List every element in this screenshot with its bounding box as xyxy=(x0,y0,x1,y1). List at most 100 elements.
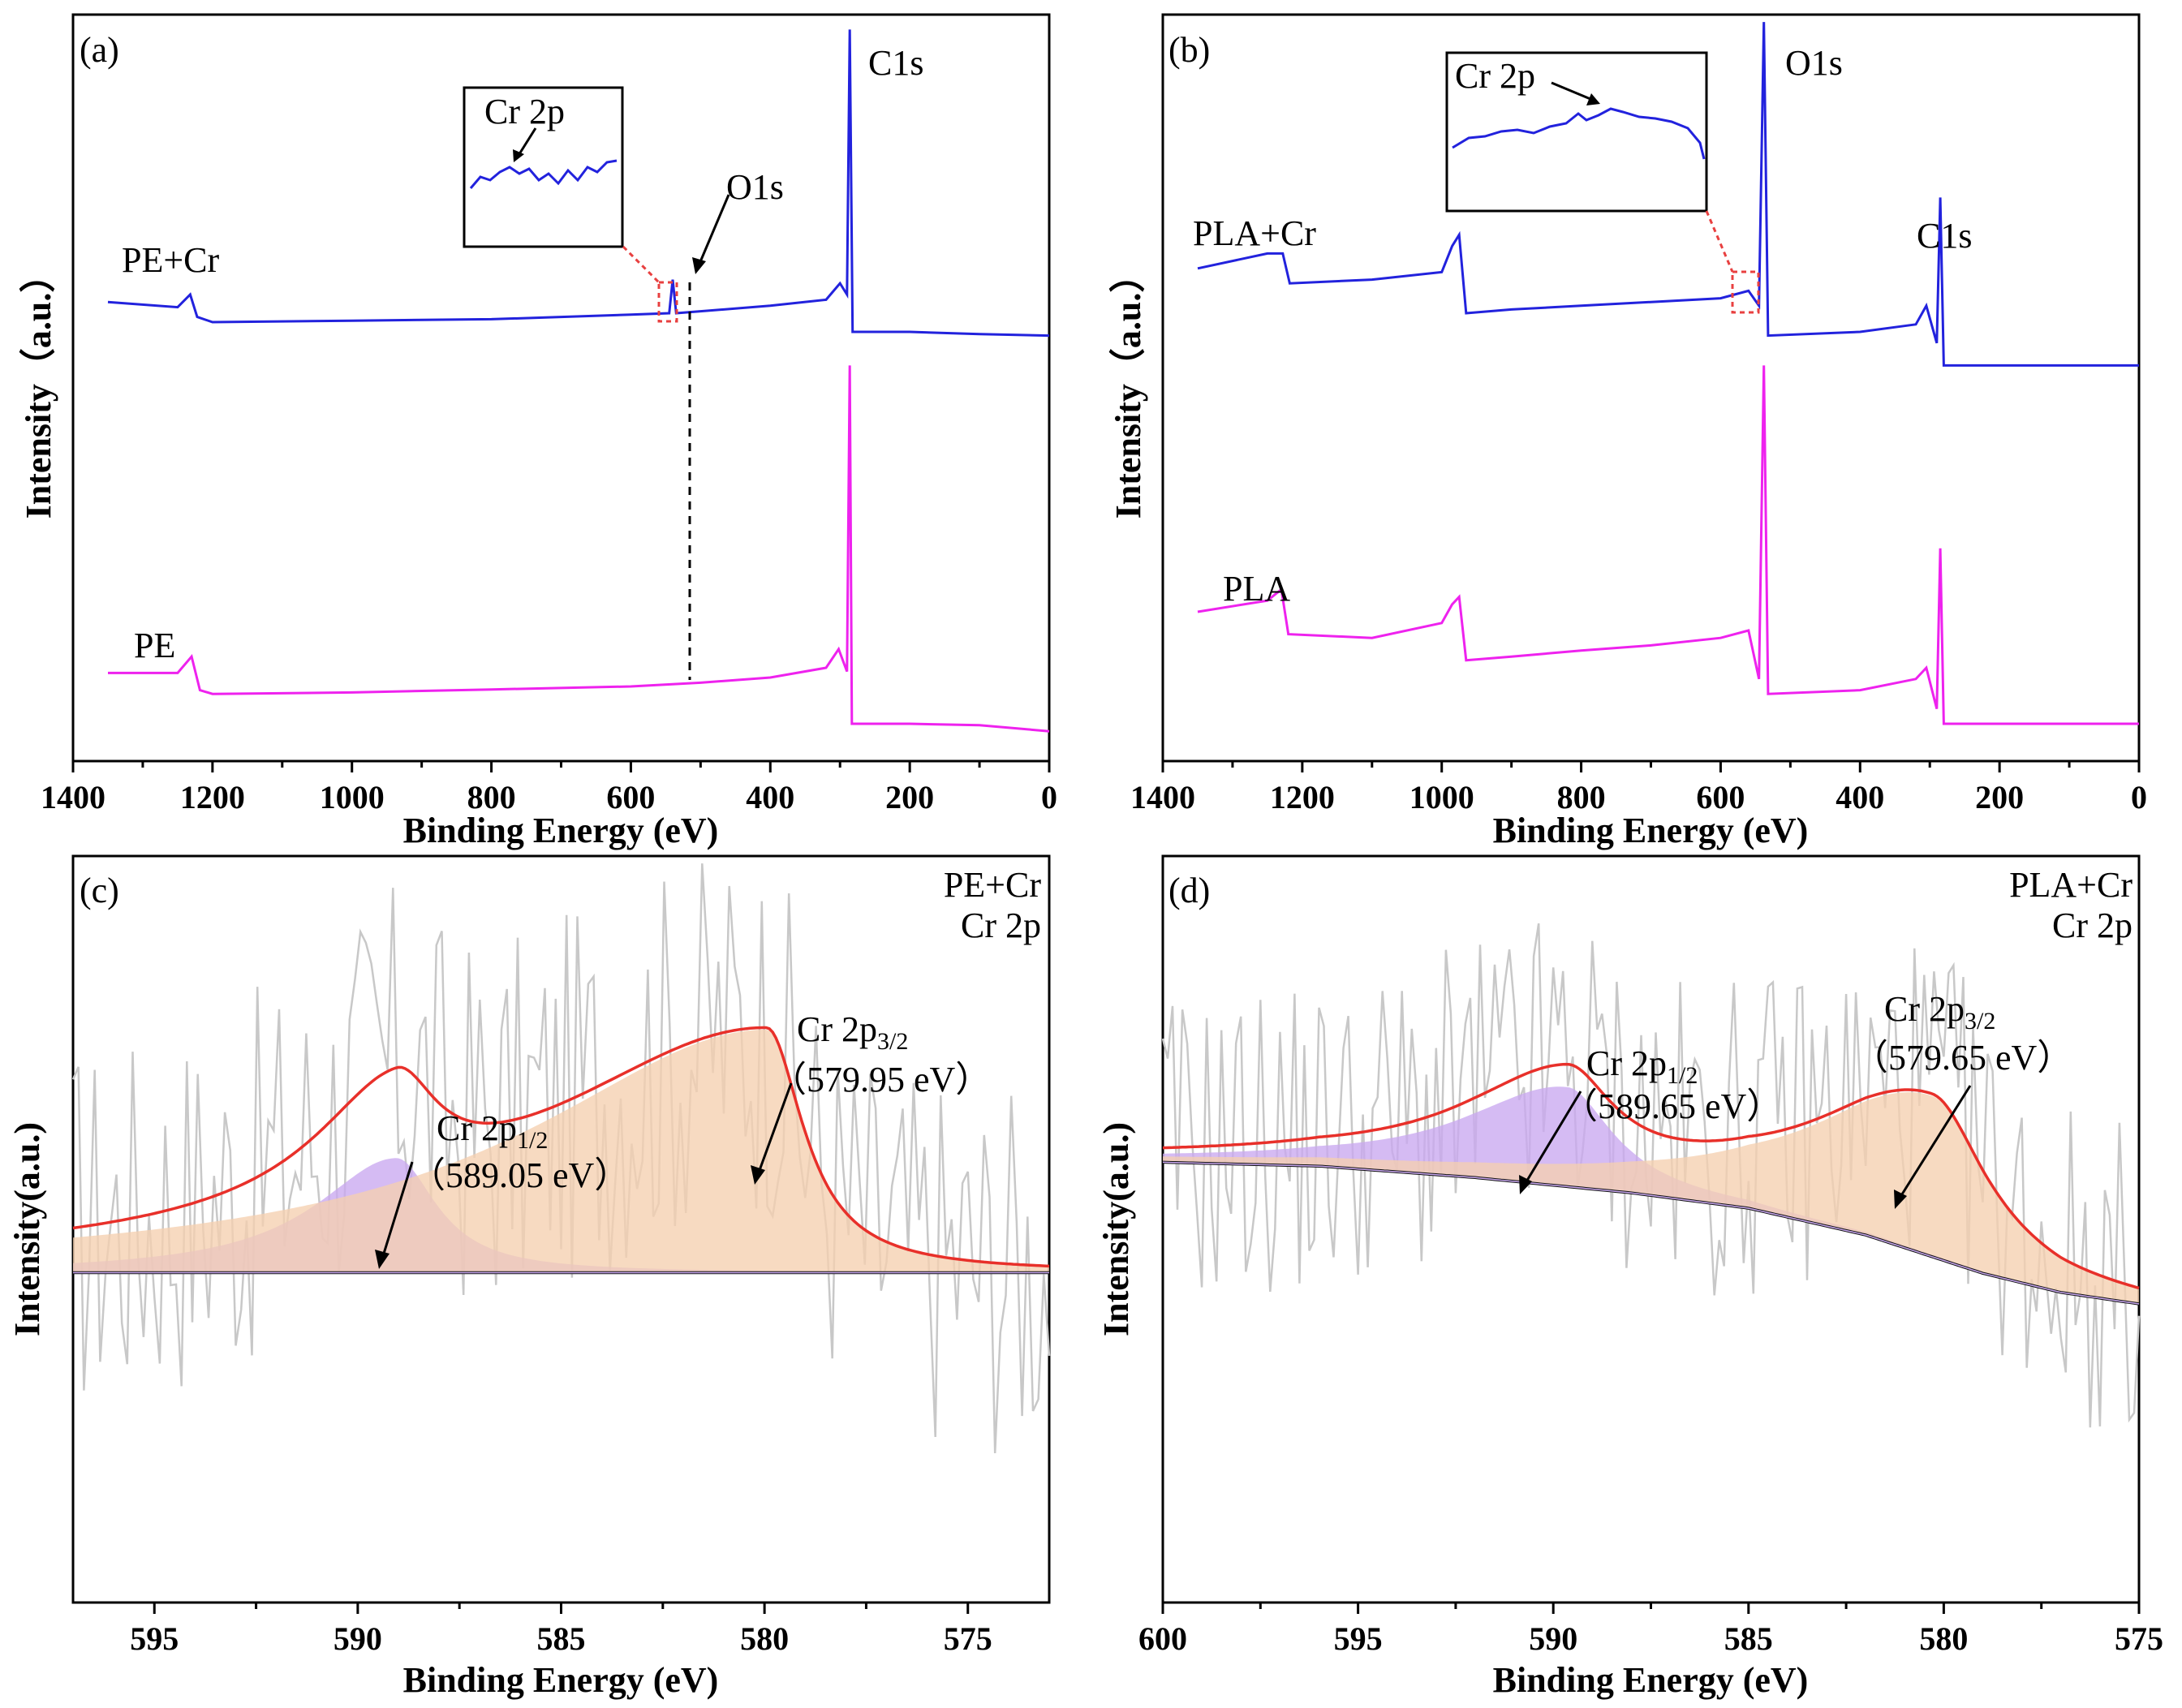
x-axis-ticks: 600 595 590 585 580 575 xyxy=(1138,1603,2163,1657)
panel-c-cr2p-pe: 595 590 585 580 575 (c) PE+Cr Cr 2p Cr 2p1/2… xyxy=(7,854,1051,1700)
peak-label-2p12: Cr 2p1/2 xyxy=(437,1108,548,1154)
cr2p-arrow xyxy=(1551,81,1591,101)
x-axis-label: Binding Energy (eV) xyxy=(403,1660,719,1700)
x-tick-label: 585 xyxy=(1724,1620,1773,1657)
peak-label-main: Cr 2p xyxy=(1586,1043,1667,1083)
cr2p-arrow-head xyxy=(513,149,524,162)
series-label-pe: PE xyxy=(134,626,175,665)
peak-label-sub: 1/2 xyxy=(517,1127,548,1154)
series-line-pla-cr xyxy=(1197,22,2139,367)
peak-label-sub: 3/2 xyxy=(877,1028,908,1055)
peak-label-2p32: Cr 2p3/2 xyxy=(1884,989,1995,1035)
peak-label-o1s: O1s xyxy=(1785,43,1843,83)
x-tick-label: 585 xyxy=(537,1620,586,1657)
spectra xyxy=(1197,22,2139,725)
x-tick-label: 575 xyxy=(944,1620,992,1657)
x-tick-label: 600 xyxy=(1696,779,1745,815)
x-tick-label: 0 xyxy=(1041,779,1057,815)
x-tick-label: 400 xyxy=(1836,779,1884,815)
peak-label-2p32: Cr 2p3/2 xyxy=(797,1009,908,1055)
panel-label: (d) xyxy=(1168,871,1210,910)
arrow-2p12-head xyxy=(375,1250,389,1269)
cr2p-inset-trace xyxy=(469,159,618,189)
series-label-pla-cr: PLA+Cr xyxy=(1193,213,1316,253)
background-line-overlay xyxy=(1162,1161,2140,1305)
peak-label-c1s: C1s xyxy=(868,43,923,83)
panel-b-survey-pla: 1400 1200 1000 800 600 400 200 0 (b) O1s C1s PL… xyxy=(1108,13,2147,850)
cr2p-inset-box xyxy=(1445,51,1708,213)
arrow-2p32 xyxy=(1899,1085,1972,1198)
y-axis-label: Intensity(a.u.) xyxy=(1096,1122,1136,1336)
x-tick-label: 1000 xyxy=(1409,779,1474,815)
component-area-cr-2p3-2 xyxy=(73,1030,1049,1273)
component-area-cr-2p3-2 xyxy=(1163,1092,2139,1304)
fit-plot xyxy=(71,863,1051,1454)
envelope-fit-line xyxy=(72,1026,1050,1268)
panel-title-line2: Cr 2p xyxy=(2052,906,2133,945)
cr2p-zoom-region xyxy=(1731,270,1760,314)
arrow-2p12-head xyxy=(1519,1175,1532,1194)
o1s-arrow xyxy=(698,194,730,265)
peak-label-main: Cr 2p xyxy=(1884,989,1965,1029)
x-tick-label: 580 xyxy=(1919,1620,1968,1657)
y-axis-label: Intensity（a.u.） xyxy=(1108,257,1148,519)
peak-label-sub: 1/2 xyxy=(1667,1062,1698,1089)
cr2p-zoom-region xyxy=(657,281,678,323)
arrow-2p32-head xyxy=(1894,1190,1907,1209)
x-tick-label: 1200 xyxy=(1270,779,1335,815)
x-tick-label: 0 xyxy=(2131,779,2147,815)
x-tick-label: 400 xyxy=(746,779,794,815)
zoom-connector xyxy=(622,245,661,284)
o1s-arrow-head xyxy=(692,257,706,274)
peak-label-sub: 3/2 xyxy=(1965,1008,1995,1035)
x-tick-label: 590 xyxy=(334,1620,382,1657)
panel-a-survey-pe: 1400 1200 1000 800 600 400 200 0 (a) C1s O1s PE… xyxy=(19,13,1057,850)
x-axis-ticks: 595 590 585 580 575 xyxy=(130,1603,992,1657)
spectra xyxy=(107,29,1050,733)
x-axis-ticks: 1400 1200 1000 800 600 400 200 0 xyxy=(41,761,1057,815)
series-label-pla: PLA xyxy=(1223,569,1290,609)
cr2p-arrow xyxy=(516,127,537,157)
peak-label-c1s: C1s xyxy=(1917,216,1972,256)
x-axis-label: Binding Energy (eV) xyxy=(1493,811,1809,850)
arrow-2p12 xyxy=(1524,1091,1582,1184)
panel-label: (b) xyxy=(1168,30,1210,70)
peak-value-2p32: （579.65 eV） xyxy=(1853,1038,2072,1078)
cr2p-inset-box xyxy=(463,86,624,248)
series-line-pla xyxy=(1197,365,2139,725)
panel-d-cr2p-pla: 600 595 590 585 580 575 (d) PLA+Cr Cr 2p Cr 2… xyxy=(1096,854,2163,1700)
peak-label-o1s: O1s xyxy=(726,167,784,207)
series-label-pe-cr: PE+Cr xyxy=(122,240,220,280)
peak-label-main: Cr 2p xyxy=(797,1009,877,1049)
x-tick-label: 580 xyxy=(740,1620,789,1657)
y-axis-label: Intensity(a.u.) xyxy=(7,1122,47,1336)
arrow-2p12 xyxy=(381,1161,414,1257)
cr2p-arrow-head xyxy=(1586,93,1600,105)
inset-label-cr2p: Cr 2p xyxy=(1455,56,1535,96)
peak-label-2p12: Cr 2p1/2 xyxy=(1586,1043,1698,1089)
x-axis-label: Binding Energy (eV) xyxy=(1493,1660,1809,1700)
x-tick-label: 595 xyxy=(130,1620,179,1657)
series-line-pe-cr xyxy=(107,29,1050,338)
peak-value-2p12: （589.65 eV） xyxy=(1562,1086,1782,1126)
x-tick-label: 1400 xyxy=(41,779,105,815)
peak-value-2p32: （579.95 eV） xyxy=(771,1060,991,1099)
x-tick-label: 1000 xyxy=(320,779,385,815)
zoom-connector xyxy=(1705,210,1734,273)
x-tick-label: 575 xyxy=(2115,1620,2163,1657)
arrow-2p32 xyxy=(757,1082,793,1173)
arrow-2p32-head xyxy=(751,1165,765,1185)
panel-title-line1: PE+Cr xyxy=(944,865,1042,905)
x-axis-label: Binding Energy (eV) xyxy=(403,811,719,850)
peak-label-main: Cr 2p xyxy=(437,1108,517,1148)
x-tick-label: 200 xyxy=(1975,779,2024,815)
series-line-pe xyxy=(108,365,1050,733)
x-tick-label: 590 xyxy=(1529,1620,1577,1657)
panel-title-line1: PLA+Cr xyxy=(2009,865,2133,905)
x-tick-label: 1400 xyxy=(1130,779,1195,815)
x-tick-label: 200 xyxy=(885,779,934,815)
raw-data-line xyxy=(1161,923,2141,1428)
cr2p-inset-trace xyxy=(1452,107,1706,160)
envelope-fit-line xyxy=(1162,1062,2140,1290)
